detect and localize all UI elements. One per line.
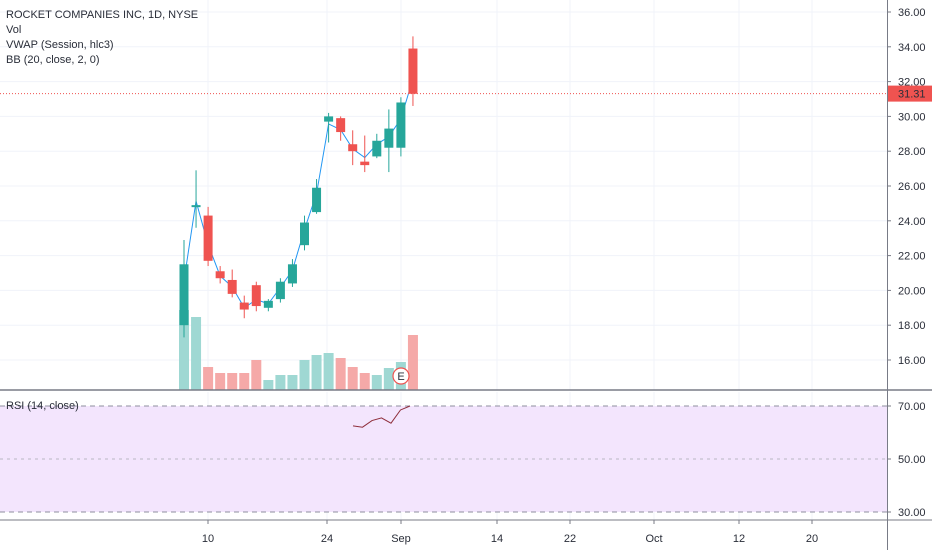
earnings-marker-circle <box>392 367 410 385</box>
volume-bar <box>335 358 346 390</box>
price-tick-label: 24.00 <box>898 216 926 228</box>
candle-body <box>300 222 309 246</box>
candle-body <box>251 285 261 307</box>
price-tick-label: 22.00 <box>898 251 926 263</box>
volume-bar <box>239 373 250 390</box>
candle <box>336 116 346 141</box>
candle-body <box>408 48 418 94</box>
price-tick-label: 18.00 <box>898 320 926 332</box>
price-tick-label: 36.00 <box>898 7 926 19</box>
legend-volume[interactable]: Vol <box>6 24 22 36</box>
price-tick-label: 28.00 <box>898 146 926 158</box>
time-tick-label: 24 <box>321 533 333 545</box>
candle <box>191 170 201 228</box>
candle-body <box>191 205 201 208</box>
candle-body <box>372 140 382 157</box>
candle <box>203 206 213 267</box>
candle <box>312 179 322 214</box>
volume-bar <box>347 367 358 390</box>
volume-bars <box>179 310 418 390</box>
price-axis: 36.00 34.00 32.00 30.00 28.00 26.00 24.00 22.00… <box>887 7 926 367</box>
candle <box>239 295 249 319</box>
price-tick-label: 32.00 <box>898 77 926 89</box>
candle <box>287 259 297 287</box>
rsi-tick-label: 30.00 <box>898 507 926 519</box>
time-tick-label: 22 <box>564 533 576 545</box>
volume-bar <box>275 375 286 390</box>
candles <box>179 36 418 338</box>
candle <box>263 299 273 312</box>
volume-bar <box>215 373 226 390</box>
candle-body <box>179 264 189 326</box>
price-tick-label: 16.00 <box>898 355 926 367</box>
rsi-legend[interactable]: RSI (14, close) <box>6 400 79 412</box>
last-price-badge: 31.31 <box>888 85 932 102</box>
candle <box>348 130 358 166</box>
volume-bar <box>407 335 418 390</box>
volume-bar <box>311 355 322 390</box>
candle-body <box>360 161 370 166</box>
candle <box>179 239 189 338</box>
earnings-marker: E <box>397 371 404 383</box>
rsi-axis: 70.00 50.00 30.00 <box>887 401 926 519</box>
candle-body <box>336 118 346 133</box>
last-price-badge-label: 31.31 <box>898 89 926 101</box>
volume-bar <box>359 373 370 390</box>
time-tick-label: 14 <box>491 533 503 545</box>
volume-bar <box>323 353 334 390</box>
volume-bar <box>371 375 382 390</box>
volume-bar <box>227 373 238 390</box>
candle-body <box>203 215 213 261</box>
price-tick-label: 26.00 <box>898 181 926 193</box>
candle <box>396 97 406 157</box>
time-tick-label: Oct <box>645 533 662 545</box>
volume-bar <box>287 375 298 390</box>
time-tick-label: Sep <box>391 533 411 545</box>
candle <box>251 281 261 312</box>
candle <box>408 36 418 106</box>
candle-body <box>275 281 285 300</box>
legend-bollinger[interactable]: BB (20, close, 2, 0) <box>6 54 100 66</box>
candle-body <box>263 300 273 308</box>
volume-bar <box>203 367 214 390</box>
candle-body <box>227 279 237 294</box>
candle <box>227 269 237 298</box>
last-price-badge-bg <box>888 85 932 102</box>
candle <box>300 215 309 251</box>
candle <box>275 278 285 303</box>
candle-body <box>348 144 358 152</box>
price-tick-label: 20.00 <box>898 285 926 297</box>
candle-body <box>239 302 249 310</box>
candle-body <box>384 128 394 148</box>
volume-bar <box>299 360 310 390</box>
legend-symbol[interactable]: ROCKET COMPANIES INC, 1D, NYSE <box>6 9 199 21</box>
candle-body <box>312 187 322 213</box>
volume-bar <box>263 380 274 390</box>
rsi-tick-label: 50.00 <box>898 454 926 466</box>
chart-legend: ROCKET COMPANIES INC, 1D, NYSE Vol VWAP … <box>6 8 198 68</box>
time-tick-label: 20 <box>806 533 818 545</box>
volume-bar <box>251 360 262 390</box>
candle <box>215 266 225 284</box>
candle <box>360 135 370 173</box>
volume-bar <box>179 310 189 390</box>
candle <box>372 133 382 159</box>
candle <box>384 109 394 173</box>
price-tick-label: 30.00 <box>898 111 926 123</box>
time-tick-label: 10 <box>202 533 214 545</box>
candle-body <box>324 116 334 122</box>
volume-bar <box>383 368 394 390</box>
candle-body <box>396 102 406 148</box>
candle <box>324 112 334 143</box>
rsi-tick-label: 70.00 <box>898 401 926 413</box>
legend-vwap[interactable]: VWAP (Session, hlc3) <box>6 39 114 51</box>
price-tick-label: 34.00 <box>898 42 926 54</box>
time-axis: 10 24 Sep 14 22 Oct 12 20 <box>202 520 818 545</box>
volume-bar <box>191 317 202 390</box>
candle-body <box>287 264 297 284</box>
time-tick-label: 12 <box>733 533 745 545</box>
candle-body <box>215 271 225 279</box>
rsi-line <box>352 405 411 428</box>
